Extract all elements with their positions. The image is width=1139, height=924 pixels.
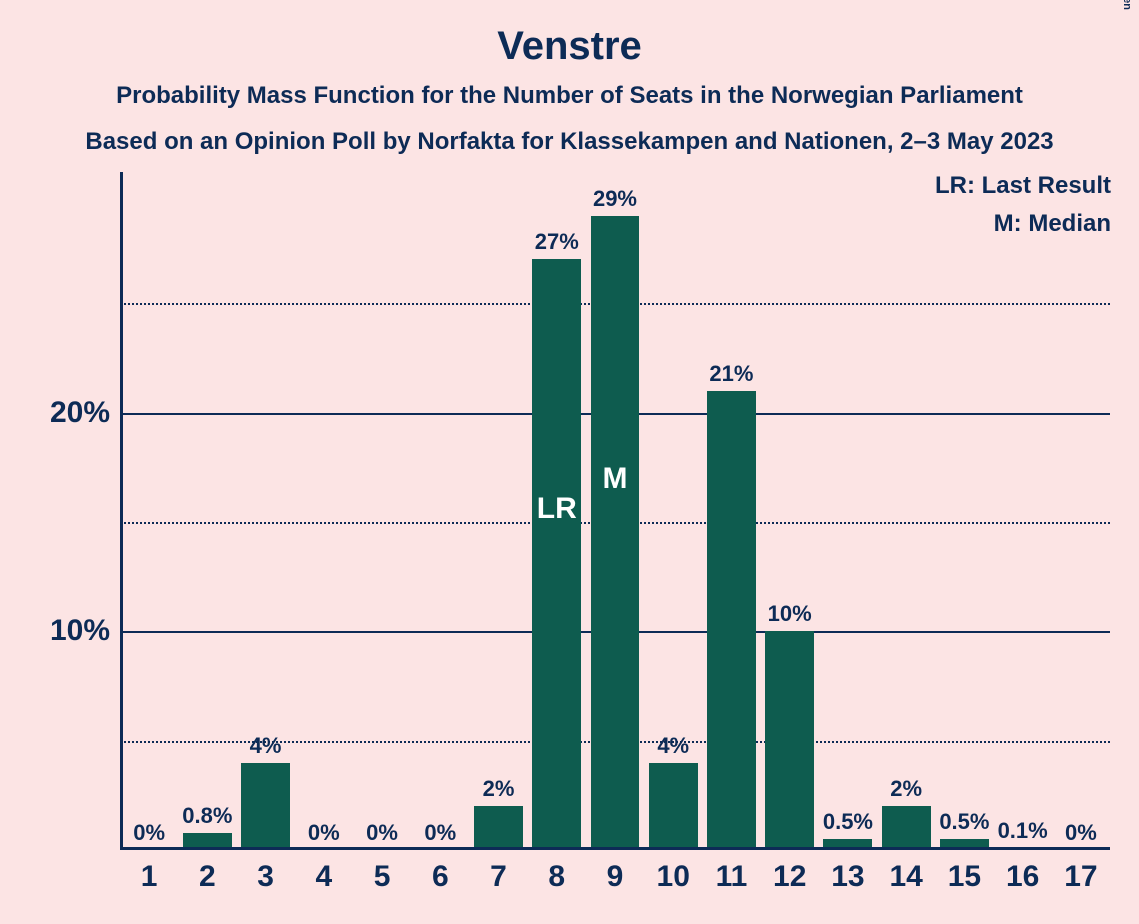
x-tick-label: 8 [548,860,565,894]
x-tick-label: 7 [490,860,507,894]
bar-value-label: 0.1% [998,818,1048,844]
x-tick-label: 16 [1006,860,1039,894]
bar-value-label: 0% [424,820,456,846]
bar: 4% [241,763,290,850]
x-tick-label: 12 [773,860,806,894]
x-tick-label: 11 [716,860,748,894]
x-tick-label: 9 [607,860,624,894]
bar: 2% [882,806,931,850]
chart-canvas: © 2025 Filip van Laenen Venstre Probabil… [0,0,1139,924]
bar: 27%LR [532,259,581,850]
bar: 10% [765,631,814,850]
bars-container: 0%0.8%4%0%0%0%2%27%LR29%M4%21%10%0.5%2%0… [120,172,1110,850]
x-tick-label: 14 [889,860,922,894]
bar-value-label: 0.5% [939,809,989,835]
bar-value-label: 0.8% [182,803,232,829]
chart-subtitle-1: Probability Mass Function for the Number… [0,82,1139,110]
x-tick-label: 4 [315,860,332,894]
bar-inner-label: M [602,462,627,496]
y-axis-line [120,172,123,850]
bar: 2% [474,806,523,850]
bar-value-label: 0% [1065,820,1097,846]
bar-value-label: 0% [133,820,165,846]
copyright-text: © 2025 Filip van Laenen [1121,0,1133,10]
x-tick-label: 17 [1064,860,1097,894]
bar: 21% [707,391,756,850]
x-tick-label: 5 [374,860,391,894]
x-tick-label: 6 [432,860,449,894]
bar-value-label: 4% [250,733,282,759]
x-axis-line [120,847,1110,850]
bar: 4% [649,763,698,850]
x-tick-label: 2 [199,860,216,894]
x-tick-label: 13 [831,860,864,894]
bar-value-label: 0% [366,820,398,846]
y-tick-label: 10% [50,614,120,648]
bar-value-label: 0.5% [823,809,873,835]
bar-value-label: 29% [593,186,637,212]
bar-inner-label: LR [537,492,577,526]
x-tick-label: 3 [257,860,274,894]
bar-value-label: 21% [709,361,753,387]
plot-area: 10%20% 0%0.8%4%0%0%0%2%27%LR29%M4%21%10%… [120,172,1110,850]
bar-value-label: 2% [890,776,922,802]
bar-value-label: 2% [483,776,515,802]
bar-value-label: 10% [768,601,812,627]
bar-value-label: 4% [657,733,689,759]
x-tick-label: 15 [948,860,981,894]
chart-title: Venstre [0,24,1139,69]
x-tick-label: 1 [141,860,158,894]
chart-subtitle-2: Based on an Opinion Poll by Norfakta for… [0,128,1139,156]
bar: 29%M [591,216,640,850]
bar-value-label: 0% [308,820,340,846]
bar-value-label: 27% [535,229,579,255]
x-tick-label: 10 [657,860,690,894]
y-tick-label: 20% [50,396,120,430]
